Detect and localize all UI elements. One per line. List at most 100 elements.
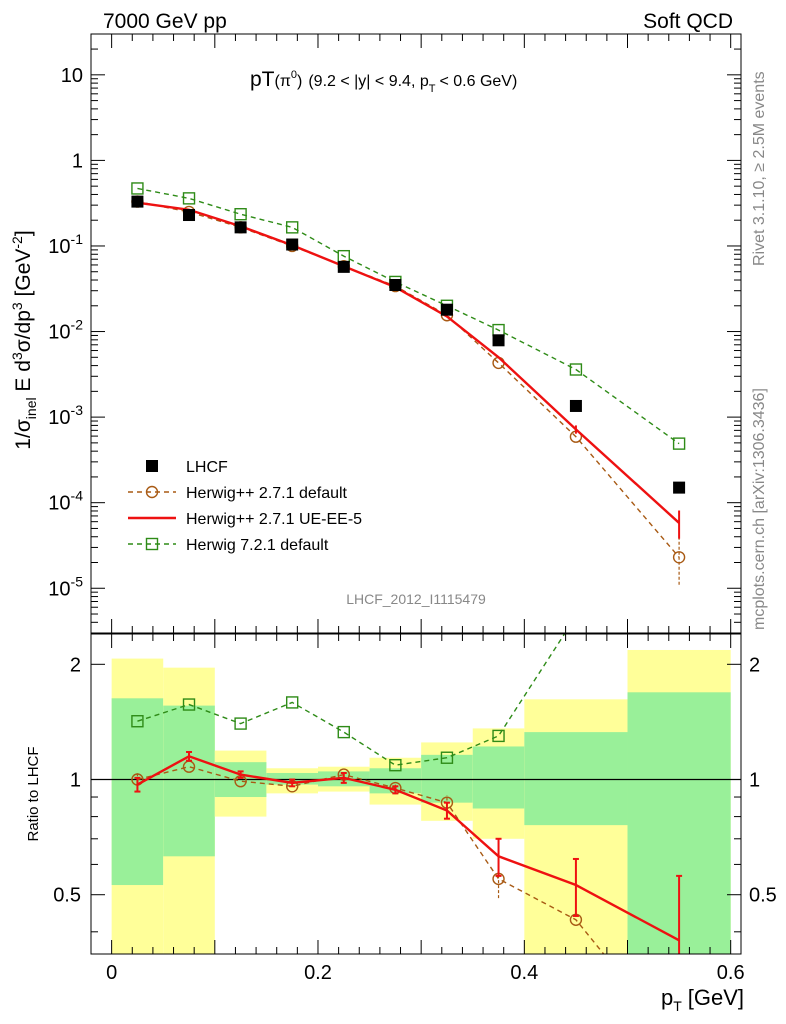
ytick-exponent: -4 [71,488,84,504]
main-series-h271 [131,195,686,564]
ytick-mantissa: 10 [61,65,83,87]
main-ytick-label-2: 10-3 [48,402,83,429]
legend: LHCF Herwig++ 2.7.1 default Herwig++ 2.7.1… [128,459,362,554]
title-sup0: 0 [291,69,297,81]
main-point-h721-3 [285,221,299,234]
main-point-h721-8 [569,363,583,376]
ratio-point-h721-8 [570,611,581,622]
legend-item-h271: Herwig++ 2.7.1 default [128,485,348,502]
band-green-7 [472,746,525,809]
ratio-ytick-label-l-0: 0.5 [53,885,81,907]
main-point-data-2 [234,221,247,234]
ratio-frame [90,633,742,955]
ratio-line-h271 [137,765,605,954]
main-point-data-6 [440,303,453,316]
main-ytick-label-0: 10-5 [48,573,83,600]
plot-title: pT(π0) (9.2 < |y| < 9.4, pT < 0.6 GeV) [250,68,517,95]
legend-marker-data [146,460,158,472]
ratio-ytick-label-r-2: 2 [749,654,760,676]
main-series-h721 [131,182,686,450]
ratio-line-ueee5 [136,754,680,942]
main-point-data-8 [569,399,582,412]
main-point-h721-0 [131,182,144,195]
xlabel-sub: T [673,998,682,1014]
main-point-data-1 [183,209,196,222]
main-plot [131,182,686,585]
ratio-point-h721-4 [337,725,350,739]
main-point-data-7 [492,334,505,347]
main-point-h271-7 [492,356,505,370]
legend-item-h721: Herwig 7.2.1 default [128,537,329,554]
legend-marker-h271 [145,485,159,499]
ratio-ytick-label-r-1: 1 [749,770,760,792]
ratio-ylabel: Ratio to LHCF [25,746,42,841]
x-tick-label-2: 0.4 [510,962,538,984]
ratio-point-h721-5 [389,758,402,772]
main-line-h271 [137,200,680,558]
x-axis-label: pT [GeV] [661,985,744,1014]
main-point-h721-2 [234,208,247,221]
ytick-mantissa: 10 [48,236,70,258]
ratio-point-h721-3 [285,696,299,709]
band-green-6 [421,754,473,803]
legend-label-data: LHCF [186,459,228,476]
main-point-data-5 [389,278,402,291]
band-green-1 [163,705,215,857]
header-left: 7000 GeV pp [103,10,227,33]
title-paren: ) [297,73,302,90]
legend-item-data: LHCF [146,459,228,476]
legend-label-h721: Herwig 7.2.1 default [186,537,329,554]
axis-ticks [91,33,741,954]
main-ytick-label-5: 1 [72,150,83,172]
analysis-id: LHCF_2012_I1115479 [346,591,486,607]
xlabel-main: p [661,985,673,1010]
uncertainty-bands [111,649,731,954]
title-range: (9.2 < |y| < 9.4, p [308,73,428,90]
x-tick-label-0: 0 [106,962,117,984]
ratio-ytick-label-r-0: 0.5 [749,885,777,907]
ratio-point-h721-0 [131,715,144,728]
ratio-plot [91,611,741,954]
header-right: Soft QCD [643,10,733,33]
x-tick-label-3: 0.6 [717,962,745,984]
ytick-mantissa: 10 [48,493,70,515]
ratio-ytick-label-l-2: 2 [70,654,81,676]
ytick-exponent: -5 [71,573,84,589]
legend-item-ueee5: Herwig++ 2.7.1 UE-EE-5 [128,511,362,528]
main-point-data-9 [673,481,686,494]
main-line-h721 [137,187,680,445]
ratio-series-ueee5 [134,751,683,954]
rivet-label: Rivet 3.1.10, ≥ 2.5M events [751,71,768,266]
main-point-h721-1 [182,192,196,205]
ratio-point-h721-2 [234,717,247,730]
main-frame [90,33,742,634]
ytick-mantissa: 10 [48,322,70,344]
title-sub: T [429,83,436,95]
ytick-exponent: -3 [71,402,84,418]
ytick-exponent: -1 [71,231,84,247]
title-main: pT [250,68,275,91]
ratio-ytick-label-l-1: 1 [70,770,81,792]
main-ytick-label-3: 10-2 [48,317,83,344]
legend-label-h271: Herwig++ 2.7.1 default [186,485,348,502]
main-point-data-4 [337,260,350,273]
title-sup: (π [275,73,291,90]
xlabel-unit: [GeV] [688,985,744,1010]
main-point-data-3 [286,238,299,251]
x-tick-label-1: 0.2 [304,962,332,984]
main-point-data-0 [131,195,144,208]
band-green-9 [627,692,731,954]
ytick-mantissa: 10 [48,407,70,429]
ratio-point-h721-1 [182,698,196,711]
ratio-series-h721 [131,611,581,772]
main-ytick-label-6: 10 [61,65,83,87]
svg-text:1/σinel E d3σ/dp3 [GeV-2]: 1/σinel E d3σ/dp3 [GeV-2] [9,230,39,449]
main-series-ueee5 [137,201,680,524]
ytick-exponent: -2 [71,317,84,333]
main-line-ueee5 [137,201,680,524]
main-point-h721-9 [672,437,686,450]
ratio-point-h721-6 [440,751,454,764]
band-green-8 [524,732,628,826]
